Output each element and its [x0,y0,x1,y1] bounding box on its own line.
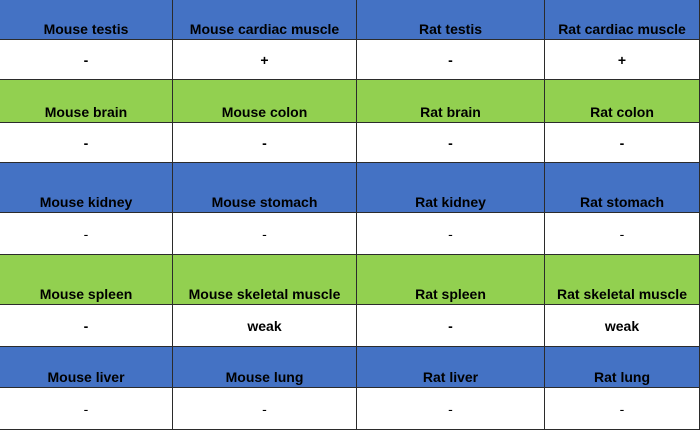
tissue-label: Mouse lung [173,347,357,388]
result-cell: weak [173,305,357,347]
tissue-label: Rat colon [545,80,700,123]
tissue-label: Mouse liver [0,347,173,388]
result-cell: + [545,40,700,80]
tissue-label: Rat skeletal muscle [545,255,700,305]
result-cell: weak [545,305,700,347]
result-cell: - [173,388,357,430]
result-cell: - [545,388,700,430]
result-cell: - [357,123,545,163]
tissue-label: Rat stomach [545,163,700,213]
result-cell: - [357,213,545,255]
result-cell: - [0,40,173,80]
tissue-label: Mouse testis [0,0,173,40]
result-cell: - [357,388,545,430]
result-cell: - [0,213,173,255]
result-cell: - [545,213,700,255]
tissue-label: Mouse stomach [173,163,357,213]
result-cell: - [173,213,357,255]
tissue-label: Mouse cardiac muscle [173,0,357,40]
result-cell: - [545,123,700,163]
result-cell: - [357,305,545,347]
result-cell: - [357,40,545,80]
tissue-label: Mouse colon [173,80,357,123]
result-cell: - [0,388,173,430]
tissue-label: Mouse skeletal muscle [173,255,357,305]
tissue-label: Rat lung [545,347,700,388]
tissue-label: Rat brain [357,80,545,123]
result-cell: + [173,40,357,80]
tissue-label: Rat spleen [357,255,545,305]
tissue-label: Rat liver [357,347,545,388]
result-cell: - [0,305,173,347]
tissue-label: Rat cardiac muscle [545,0,700,40]
tissue-label: Mouse kidney [0,163,173,213]
tissue-label: Mouse spleen [0,255,173,305]
tissue-label: Rat kidney [357,163,545,213]
tissue-label: Mouse brain [0,80,173,123]
tissue-label: Rat testis [357,0,545,40]
result-cell: - [0,123,173,163]
result-cell: - [173,123,357,163]
